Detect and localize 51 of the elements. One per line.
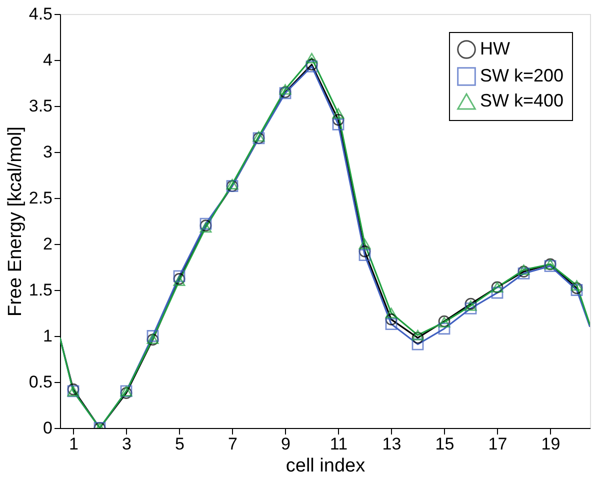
x-tick-label: 9 [281, 434, 290, 454]
point [306, 52, 318, 64]
point [358, 245, 371, 258]
point [438, 322, 450, 335]
point [358, 238, 371, 250]
legend-label: SW k=400 [480, 90, 564, 110]
point [385, 318, 398, 330]
legend-label: SW k=200 [480, 66, 564, 86]
legend-label: HW [480, 38, 510, 58]
y-tick-label: 3.5 [28, 96, 52, 116]
y-tick-label: 0 [43, 418, 52, 438]
y-tick-label: 2 [43, 234, 52, 254]
y-tick-label: 1 [43, 326, 52, 346]
y-tick-label: 0.5 [28, 372, 52, 392]
x-tick-label: 3 [122, 434, 132, 454]
point [491, 286, 504, 299]
x-axis-title: cell index [286, 456, 366, 476]
point [173, 276, 186, 286]
point [518, 264, 530, 275]
x-tick-label: 15 [435, 434, 454, 454]
point [226, 178, 238, 190]
y-tick-label: 4 [43, 50, 52, 70]
y-axis-title: Free Energy [kcal/mol] [4, 126, 26, 317]
y-tick-label: 2.5 [28, 188, 52, 208]
point [200, 222, 212, 233]
point [464, 300, 477, 311]
point [332, 108, 344, 119]
point [252, 131, 265, 142]
point [385, 308, 398, 318]
point [412, 330, 424, 340]
x-tick-label: 17 [488, 434, 508, 454]
y-tick-label: 3 [43, 142, 52, 162]
x-tick-label: 13 [382, 434, 402, 454]
point [412, 332, 424, 344]
x-tick-label: 5 [175, 434, 184, 454]
point [412, 338, 424, 350]
x-tick-label: 1 [69, 434, 78, 454]
y-tick-label: 4.5 [28, 4, 52, 24]
point [570, 280, 583, 291]
point [279, 84, 292, 95]
point [464, 302, 477, 314]
y-tick-label: 1.5 [28, 280, 52, 300]
point [358, 249, 371, 261]
x-tick-label: 11 [330, 434, 348, 454]
point [332, 114, 344, 126]
point [173, 270, 186, 282]
x-tick-label: 19 [541, 434, 560, 454]
point [385, 314, 398, 326]
point [146, 330, 159, 342]
point [332, 118, 344, 130]
x-tick-label: 7 [228, 434, 238, 454]
